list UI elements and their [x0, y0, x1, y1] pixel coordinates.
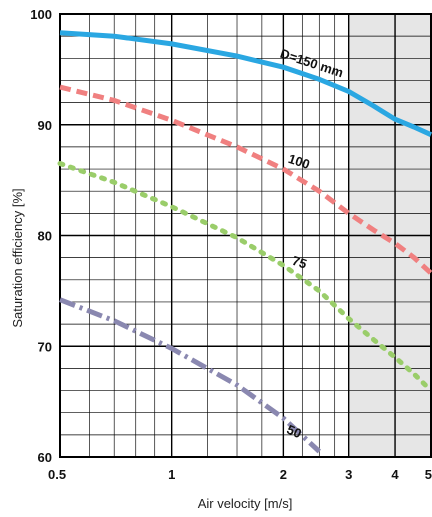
series-line-2 — [59, 84, 432, 276]
plot-frame — [59, 13, 432, 458]
x-tick-label: 5 — [425, 467, 432, 482]
y-tick-label: 60 — [38, 450, 52, 465]
y-tick-label: 90 — [38, 118, 52, 133]
series-line-3 — [57, 161, 432, 394]
series-label-3: 75 — [290, 253, 308, 272]
y-tick-label: 70 — [38, 339, 52, 354]
y-axis-label: Saturation efficiency [%] — [10, 188, 25, 327]
series-label-4: 50 — [285, 422, 304, 442]
series-line-4 — [59, 297, 322, 454]
x-axis-label: Air velocity [m/s] — [198, 496, 293, 511]
x-tick-label: 0.5 — [48, 467, 66, 482]
y-tick-label: 80 — [38, 229, 52, 244]
x-tick-label: 2 — [280, 467, 287, 482]
series-label-2: 100 — [286, 151, 311, 172]
x-tick-label: 1 — [168, 467, 175, 482]
series-line-1 — [59, 30, 432, 137]
x-tick-label: 3 — [345, 467, 352, 482]
y-tick-label: 100 — [30, 7, 52, 22]
x-tick-label: 4 — [391, 467, 399, 482]
